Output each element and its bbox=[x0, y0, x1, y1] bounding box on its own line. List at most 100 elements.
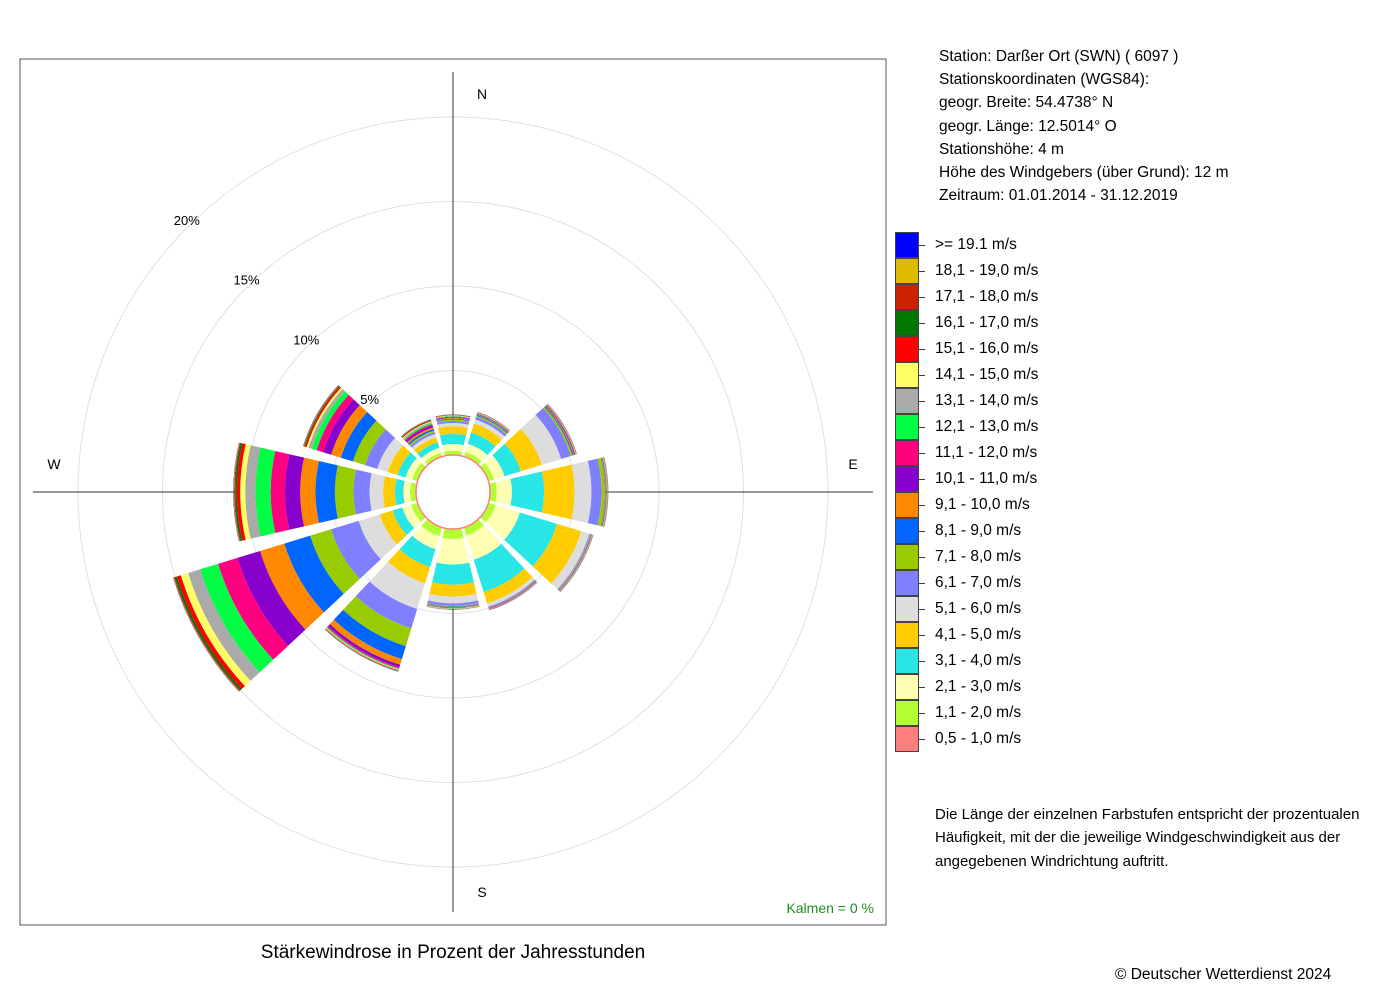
legend-label: 18,1 - 19,0 m/s bbox=[935, 262, 1039, 279]
legend-label: 17,1 - 18,0 m/s bbox=[935, 288, 1039, 305]
sector-W-class-3 bbox=[403, 480, 412, 504]
station-elevation: Stationshöhe: 4 m bbox=[939, 140, 1064, 158]
sector-NNE-class-2 bbox=[464, 451, 482, 465]
sector-WSW-class-7 bbox=[331, 520, 381, 579]
sector-N-class-16 bbox=[435, 415, 471, 418]
sector-S-class-6 bbox=[427, 593, 479, 604]
legend-swatch bbox=[895, 492, 919, 518]
sector-WSW bbox=[173, 502, 426, 692]
sector-S-class-10 bbox=[427, 604, 479, 608]
sector-S-class-9 bbox=[427, 603, 479, 608]
station-info: Station: Darßer Ort (SWN) ( 6097 ) Stati… bbox=[939, 45, 1228, 207]
legend-label: 8,1 - 9,0 m/s bbox=[935, 522, 1022, 539]
legend-swatch bbox=[895, 414, 919, 440]
sector-WNW-class-14 bbox=[308, 388, 345, 449]
sector-WSW-class-11 bbox=[237, 550, 306, 646]
sector-E-class-12 bbox=[602, 457, 607, 527]
compass-label-N: N bbox=[477, 86, 487, 102]
sector-W-class-18 bbox=[234, 442, 241, 542]
sector-W-class-2 bbox=[410, 482, 417, 502]
legend-label: 13,1 - 14,0 m/s bbox=[935, 392, 1039, 409]
sector-S-class-3 bbox=[436, 537, 470, 565]
sector-WNW-class-11 bbox=[323, 399, 360, 455]
sector-W-class-7 bbox=[353, 469, 372, 515]
legend-label: 4,1 - 5,0 m/s bbox=[935, 626, 1022, 643]
legend-label: 1,1 - 2,0 m/s bbox=[935, 704, 1022, 721]
sector-E-class-14 bbox=[603, 457, 608, 527]
sector-SSE-class-6 bbox=[487, 577, 535, 607]
sector-SSW-class-8 bbox=[343, 596, 412, 647]
sector-N-class-6 bbox=[437, 422, 469, 428]
legend-swatch bbox=[895, 518, 919, 544]
chart-title: Stärkewindrose in Prozent der Jahresstun… bbox=[260, 942, 646, 963]
sector-ESE bbox=[480, 502, 594, 593]
legend-label: 2,1 - 3,0 m/s bbox=[935, 678, 1022, 695]
sector-E-class-6 bbox=[571, 460, 592, 524]
legend-label: 0,5 - 1,0 m/s bbox=[935, 730, 1022, 747]
sector-WNW-class-5 bbox=[387, 445, 411, 476]
sector-SSE-class-4 bbox=[473, 543, 525, 593]
sector-SSE-class-3 bbox=[466, 525, 502, 560]
sector-E-class-3 bbox=[495, 478, 512, 506]
legend-tick bbox=[919, 635, 925, 636]
sector-NNE-class-4 bbox=[467, 432, 496, 456]
legend-swatch bbox=[895, 466, 919, 492]
sector-SSE-class-2 bbox=[464, 519, 484, 536]
sector-E-class-2 bbox=[489, 482, 497, 502]
sector-NNW bbox=[401, 419, 443, 465]
sector-N-class-4 bbox=[439, 433, 467, 446]
legend-swatch bbox=[895, 336, 919, 362]
compass-label-S: S bbox=[477, 884, 486, 900]
sector-W-class-13 bbox=[255, 447, 276, 537]
legend-tick bbox=[919, 583, 925, 584]
sector-E bbox=[489, 457, 609, 527]
sector-WSW-class-10 bbox=[260, 543, 324, 630]
sector-WSW-class-8 bbox=[310, 529, 360, 594]
legend-swatch bbox=[895, 362, 919, 388]
sector-NNE-class-3 bbox=[465, 443, 488, 462]
sector-W-class-16 bbox=[236, 443, 246, 541]
sector-SSW-class-4 bbox=[399, 535, 436, 567]
sector-ENE-class-6 bbox=[520, 414, 562, 465]
sector-SSW-class-10 bbox=[329, 619, 402, 665]
legend-swatch bbox=[895, 284, 919, 310]
legend-label: 14,1 - 15,0 m/s bbox=[935, 366, 1039, 383]
sector-E-class-8 bbox=[597, 457, 605, 527]
sector-E-class-5 bbox=[541, 464, 575, 520]
sector-N-class-17 bbox=[435, 414, 471, 418]
calm-label: Kalmen = 0 % bbox=[786, 900, 874, 916]
sector-S-class-5 bbox=[429, 582, 477, 597]
legend-tick bbox=[919, 427, 925, 428]
legend-tick bbox=[919, 609, 925, 610]
sector-NNW-class-11 bbox=[405, 425, 434, 443]
radial-tick-label-20: 20% bbox=[174, 213, 200, 228]
sector-S-class-14 bbox=[426, 605, 480, 609]
sector-N-class-8 bbox=[436, 419, 470, 423]
sector-ENE-class-5 bbox=[504, 428, 542, 472]
station-coordinates-heading: Stationskoordinaten (WGS84): bbox=[939, 71, 1150, 89]
calm-circle bbox=[415, 454, 491, 530]
sector-SSW-class-9 bbox=[333, 609, 406, 660]
legend-swatch bbox=[895, 596, 919, 622]
legend-swatch bbox=[895, 622, 919, 648]
sector-WNW-class-4 bbox=[397, 452, 417, 478]
legend-tick bbox=[919, 453, 925, 454]
sector-WNW-class-10 bbox=[331, 405, 368, 458]
sector-NNE-class-7 bbox=[475, 417, 507, 437]
legend-tick bbox=[919, 505, 925, 506]
sector-SSW-class-2 bbox=[421, 519, 442, 537]
sector-E-class-11 bbox=[602, 457, 607, 527]
sector-N-class-11 bbox=[436, 417, 470, 420]
legend-tick bbox=[919, 531, 925, 532]
sector-WSW-class-13 bbox=[200, 563, 274, 673]
sector-N-class-14 bbox=[435, 415, 471, 419]
radial-tick-label-5: 5% bbox=[360, 392, 379, 407]
legend-tick bbox=[919, 479, 925, 480]
legend-tick bbox=[919, 739, 925, 740]
legend-label: 10,1 - 11,0 m/s bbox=[935, 470, 1038, 487]
legend-tick bbox=[919, 323, 925, 324]
sector-W-class-19 bbox=[233, 442, 240, 542]
sector-WNW-class-15 bbox=[306, 387, 343, 448]
sector-N-class-20 bbox=[435, 414, 471, 417]
